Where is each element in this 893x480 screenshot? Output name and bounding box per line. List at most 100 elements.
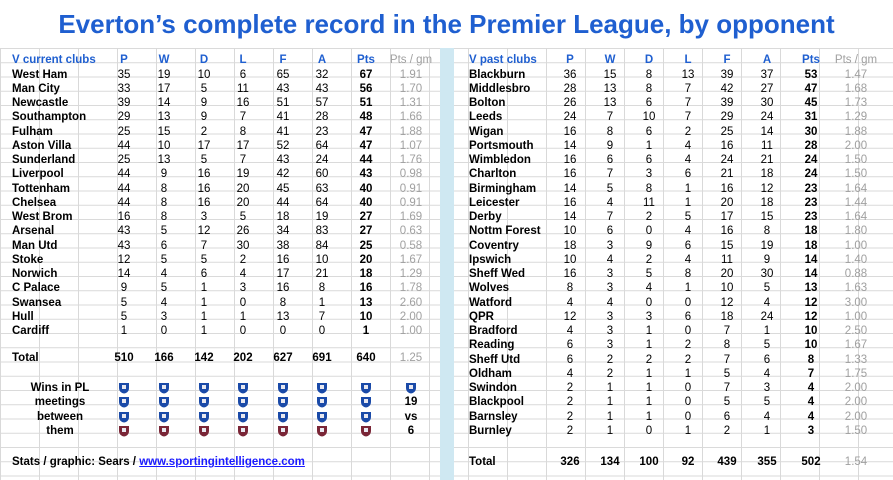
row-club-name: Man City [12,82,60,95]
total-pts-per-game: 1.25 [399,352,423,364]
row-f: 24 [720,154,734,166]
everton-crest-icon [317,411,327,422]
row-p: 12 [117,253,131,266]
row-d: 4 [645,282,653,295]
row-club-name: Blackburn [469,68,526,81]
header-l: L [239,54,247,66]
row-p: 28 [563,82,577,95]
row-l: 7 [684,111,692,124]
row-d: 10 [197,68,211,81]
row-p: 14 [117,268,131,280]
row-w: 4 [606,296,614,309]
credit-link[interactable]: www.sportingintelligence.com [139,456,305,468]
row-p: 16 [117,211,131,223]
row-club-name: C Palace [12,282,60,295]
row-l: 4 [684,253,692,266]
row-p: 39 [117,97,131,109]
wins-label-line: between [36,410,83,423]
row-pts: 16 [359,282,373,295]
row-p: 10 [563,225,577,238]
row-club-name: West Ham [12,68,68,81]
row-pts: 45 [804,97,818,109]
row-w: 2 [606,367,614,380]
row-l: 8 [684,268,692,280]
row-w: 3 [606,282,614,295]
row-l: 20 [236,196,250,209]
everton-crest-icon [119,383,129,394]
row-d: 17 [197,139,211,152]
row-pts-per-game: 1.40 [844,253,868,266]
row-a: 14 [760,125,774,138]
row-d: 10 [642,111,656,124]
row-pts-per-game: 1.33 [844,353,868,366]
row-d: 6 [645,154,653,166]
row-pts-per-game: 1.63 [844,282,868,295]
row-club-name: Chelsea [12,196,57,209]
row-f: 16 [276,253,290,266]
row-d: 3 [200,211,208,223]
row-a: 7 [318,310,326,323]
row-pts: 67 [359,68,373,81]
row-pts-per-game: 1.29 [844,111,868,124]
row-w: 9 [160,168,168,181]
row-pts: 13 [359,296,373,309]
row-club-name: Middlesbro [469,82,531,95]
header-f: F [723,54,731,66]
row-d: 8 [645,182,653,195]
row-f: 52 [276,139,290,152]
total-pts: 502 [801,456,821,468]
row-d: 16 [197,196,211,209]
row-pts-per-game: 1.78 [399,282,423,295]
header-p: P [120,54,128,66]
row-pts-per-game: 1.66 [399,111,423,124]
row-pts-per-game: 1.88 [844,125,868,138]
row-pts: 44 [359,154,373,166]
row-p: 44 [117,196,131,209]
row-pts: 13 [804,282,818,295]
versus-label: vs [404,410,418,423]
row-p: 25 [117,154,131,166]
row-club-name: Blackpool [469,396,524,409]
header-d: D [199,54,209,66]
row-club-name: Ipswich [469,253,512,266]
row-pts: 1 [362,325,370,337]
row-pts: 28 [804,139,818,152]
row-d: 11 [643,196,655,209]
row-f: 43 [276,82,290,95]
row-a: 21 [315,268,329,280]
row-d: 3 [645,310,653,323]
row-f: 16 [720,139,734,152]
westham-crest-icon [278,425,288,437]
row-club-name: Reading [469,339,515,352]
everton-crest-icon [278,397,288,408]
row-pts: 23 [804,182,818,195]
row-l: 0 [684,410,692,423]
row-a: 0 [318,325,326,337]
header-pts-per-game: Pts / gm [389,54,433,66]
header-club: V current clubs [12,54,96,66]
row-l: 7 [684,82,692,95]
row-l: 0 [684,396,692,409]
row-pts: 24 [804,154,818,166]
everton-crest-icon [199,411,209,422]
row-pts-per-game: 2.00 [844,410,868,423]
total-pts-per-game: 1.54 [844,456,868,468]
everton-crest-icon [119,397,129,408]
header-a: A [762,54,772,66]
row-club-name: Derby [469,211,502,223]
row-p: 36 [563,68,577,81]
row-p: 16 [563,268,577,280]
row-f: 16 [720,182,734,195]
row-p: 25 [117,125,131,138]
row-pts: 47 [359,139,373,152]
everton-crest-icon [238,411,248,422]
row-l: 6 [684,310,692,323]
row-p: 2 [566,410,574,423]
row-w: 9 [606,139,614,152]
row-club-name: Stoke [12,253,44,266]
row-f: 20 [720,196,734,209]
row-l: 0 [239,325,247,337]
row-p: 24 [563,111,577,124]
total-l: 202 [233,352,253,364]
row-l: 4 [684,154,692,166]
